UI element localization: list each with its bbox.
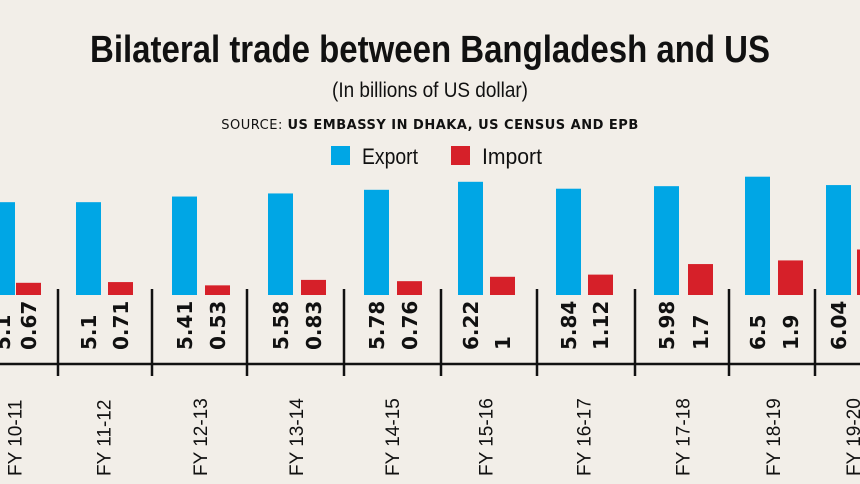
bar-import <box>16 282 41 295</box>
value-label-export: 5.1 <box>77 315 101 350</box>
bar-import <box>588 274 613 295</box>
chart-title: Bilateral trade between Bangladesh and U… <box>90 29 770 71</box>
bar-import <box>397 281 422 295</box>
value-label-import: 2.5 <box>858 315 860 350</box>
legend-label-import: Import <box>482 144 542 169</box>
value-label-export: 5.78 <box>365 301 389 350</box>
category-label: FY 12-13 <box>191 398 212 476</box>
bar-export <box>458 181 483 295</box>
legend-swatch-export <box>331 146 350 165</box>
category-label: FY 16-17 <box>575 398 596 476</box>
category-label: FY 18-19 <box>764 398 785 476</box>
value-label-export: 5.41 <box>173 301 197 350</box>
value-label-import: 1.7 <box>689 315 713 350</box>
category-label: FY 17-18 <box>674 398 695 476</box>
bar-import <box>108 282 133 295</box>
bar-export <box>268 193 293 295</box>
value-label-import: 0.71 <box>109 301 133 350</box>
bar-export <box>172 196 197 295</box>
bar-export <box>654 186 679 295</box>
value-label-import: 0.76 <box>398 301 422 350</box>
bar-export <box>76 202 101 295</box>
source-label: SOURCE: <box>221 118 283 133</box>
value-label-import: 1.9 <box>779 315 803 350</box>
chart-subtitle: (In billions of US dollar) <box>332 79 528 102</box>
legend: Export Import <box>331 144 542 169</box>
value-label-import: 0.53 <box>206 301 230 350</box>
bar-import <box>857 249 860 295</box>
bar-import <box>301 279 326 295</box>
bar-import <box>688 264 713 295</box>
legend-swatch-import <box>451 146 470 165</box>
bar-export <box>556 188 581 295</box>
bar-import <box>205 285 230 295</box>
value-label-import: 0.83 <box>302 301 326 350</box>
legend-label-export: Export <box>362 144 418 169</box>
category-label: FY 19-20 <box>844 398 860 476</box>
value-label-import: 1.12 <box>589 301 613 350</box>
value-label-export: 6.22 <box>459 301 483 350</box>
bar-export <box>0 202 15 295</box>
category-label: FY 15-16 <box>477 398 498 476</box>
bar-export <box>364 189 389 295</box>
value-label-export: 5.98 <box>655 301 679 350</box>
bar-import <box>778 260 803 295</box>
category-label: FY 14-15 <box>383 398 404 476</box>
value-label-export: 5.84 <box>557 301 581 350</box>
category-label: FY 13-14 <box>287 398 308 476</box>
category-label: FY 10-11 <box>6 400 27 476</box>
value-label-import: 1 <box>491 336 515 350</box>
bar-export <box>826 185 851 295</box>
bar-import <box>490 276 515 295</box>
value-label-import: 0.67 <box>17 301 41 350</box>
value-label-export: 6.04 <box>827 301 851 350</box>
value-label-export: 5.58 <box>269 301 293 350</box>
chart-source: SOURCE: US EMBASSY IN DHAKA, US CENSUS A… <box>221 118 638 133</box>
bar-export <box>745 176 770 295</box>
source-text: US EMBASSY IN DHAKA, US CENSUS AND EPB <box>287 118 638 133</box>
value-label-export: 6.5 <box>746 315 770 350</box>
category-label: FY 11-12 <box>95 400 116 476</box>
value-label-export: 5.1 <box>0 315 15 350</box>
